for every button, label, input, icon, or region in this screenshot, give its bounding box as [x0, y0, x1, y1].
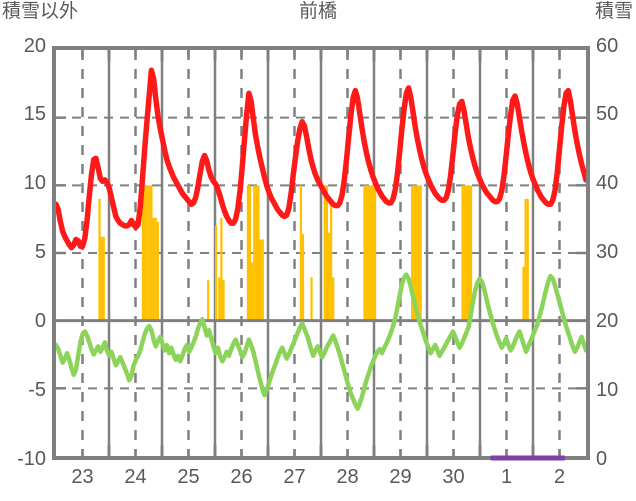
- y-left-tick-0: 0: [34, 310, 46, 332]
- left-axis-corner-label: 積雪以外: [2, 1, 79, 22]
- precipitation-bars: [98, 185, 529, 321]
- y-left-tick-10: 10: [23, 172, 46, 194]
- chart-title: 前橋: [298, 1, 337, 22]
- y-right-tick-0: 0: [596, 448, 608, 470]
- y-left-tick-15: 15: [23, 103, 46, 125]
- y-right-tick-60: 60: [596, 35, 619, 57]
- right-axis-corner-label: 積雪: [594, 1, 633, 22]
- chart-canvas: [56, 50, 586, 456]
- plot-inner: [56, 50, 586, 456]
- y-left-tick-5: 5: [34, 241, 46, 263]
- y-left-tick-20: 20: [23, 35, 46, 57]
- x-axis-tick-label: 29: [389, 466, 412, 488]
- dewpoint-line: [56, 272, 586, 411]
- gridlines: [56, 50, 586, 456]
- y-right-tick-10: 10: [596, 379, 619, 401]
- plot-area: [52, 46, 590, 460]
- x-axis-tick-label: 27: [283, 466, 306, 488]
- y-right-tick-50: 50: [596, 103, 619, 125]
- temperature-line: [56, 67, 586, 251]
- x-axis-tick-label: 28: [336, 466, 359, 488]
- x-axis-tick-label: 26: [230, 466, 253, 488]
- x-axis-tick-label: 25: [177, 466, 200, 488]
- y-left-tick-m10: -10: [17, 448, 46, 470]
- y-left-tick-m5: -5: [28, 379, 46, 401]
- x-axis-tick-label: 24: [124, 466, 147, 488]
- y-right-tick-20: 20: [596, 310, 619, 332]
- x-axis-tick-label: 30: [442, 466, 465, 488]
- x-axis-tick-label: 23: [71, 466, 94, 488]
- y-right-tick-40: 40: [596, 172, 619, 194]
- x-axis-tick-label: 1: [500, 466, 513, 488]
- x-axis-tick-label: 2: [553, 466, 566, 488]
- y-right-tick-30: 30: [596, 241, 619, 263]
